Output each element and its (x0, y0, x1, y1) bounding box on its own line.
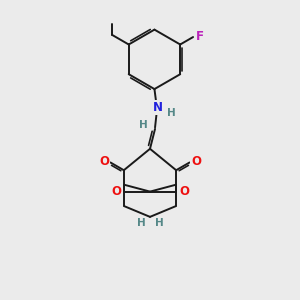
Text: O: O (179, 185, 189, 198)
Text: N: N (153, 101, 163, 114)
Text: H: H (140, 120, 148, 130)
Text: H: H (167, 108, 176, 118)
Text: O: O (111, 185, 121, 198)
Text: F: F (196, 30, 204, 43)
Text: O: O (99, 155, 109, 168)
Text: O: O (191, 155, 201, 168)
Text: H: H (137, 218, 146, 228)
Text: H: H (154, 218, 163, 228)
